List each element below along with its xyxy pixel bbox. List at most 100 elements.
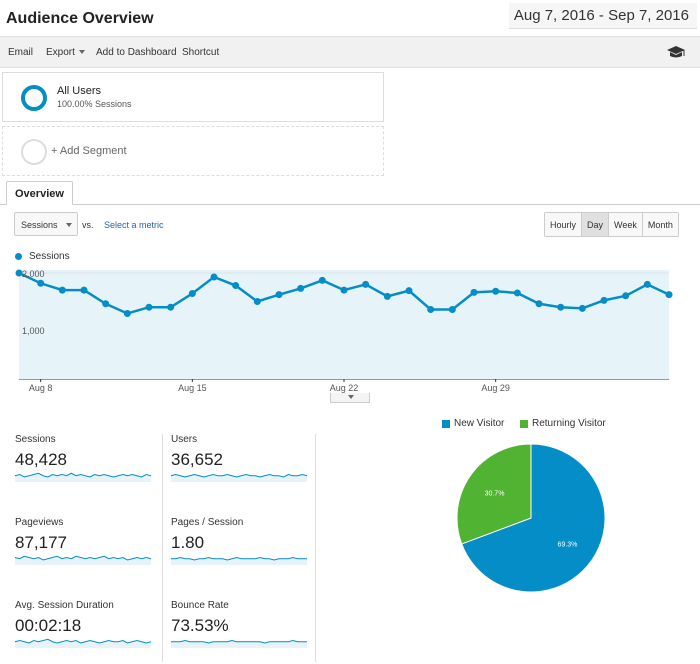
- sessions-data-point[interactable]: [427, 305, 435, 313]
- sparkline: [14, 555, 152, 565]
- sessions-data-point[interactable]: [665, 291, 673, 299]
- select-metric-link[interactable]: Select a metric: [104, 220, 164, 230]
- sessions-data-point[interactable]: [297, 284, 305, 292]
- email-button[interactable]: Email: [8, 47, 34, 58]
- vs-label: vs.: [82, 220, 94, 230]
- stat-pages-session[interactable]: Pages / Session 1.80: [171, 517, 321, 597]
- stat-value: 73.53%: [171, 616, 229, 635]
- granularity-month-button[interactable]: Month: [642, 213, 678, 236]
- sessions-data-point[interactable]: [383, 292, 391, 300]
- stat-bounce-rate[interactable]: Bounce Rate 73.53%: [171, 600, 321, 664]
- sessions-data-point[interactable]: [37, 279, 45, 287]
- legend-label: Returning Visitor: [532, 418, 606, 429]
- stat-label: Sessions: [15, 434, 56, 445]
- stat-sessions[interactable]: Sessions 48,428: [14, 434, 165, 514]
- stat-avg-session-duration[interactable]: Avg. Session Duration 00:02:18: [14, 600, 165, 664]
- sessions-data-point[interactable]: [362, 280, 370, 288]
- stat-value: 48,428: [15, 450, 67, 469]
- legend-label: New Visitor: [454, 418, 505, 429]
- x-tick-label: Aug 15: [178, 383, 207, 393]
- graduation-cap-icon[interactable]: [667, 46, 685, 58]
- shortcut-button[interactable]: Shortcut: [182, 47, 220, 58]
- sessions-data-point[interactable]: [557, 303, 565, 311]
- export-button[interactable]: Export: [46, 47, 85, 58]
- sessions-data-point[interactable]: [232, 282, 240, 290]
- x-tick-label: Aug 8: [29, 383, 53, 393]
- sessions-data-point[interactable]: [102, 300, 110, 308]
- granularity-week-button[interactable]: Week: [609, 213, 643, 236]
- legend-new-visitor[interactable]: New Visitor: [442, 418, 504, 429]
- sessions-area: [19, 273, 669, 379]
- pie-slice[interactable]: [456, 443, 532, 545]
- sessions-data-point[interactable]: [210, 273, 218, 281]
- sparkline-line: [171, 639, 307, 644]
- sessions-data-point[interactable]: [318, 276, 326, 284]
- pie-slice-label: 69.3%: [558, 541, 578, 548]
- sessions-data-point[interactable]: [145, 303, 153, 311]
- sessions-data-point[interactable]: [275, 291, 283, 299]
- sessions-data-point[interactable]: [253, 298, 261, 305]
- segment-all-users[interactable]: All Users 100.00% Sessions: [2, 72, 384, 122]
- sessions-data-point[interactable]: [622, 292, 630, 300]
- sparkline-line: [14, 555, 152, 561]
- empty-ring-icon: [21, 139, 47, 165]
- date-range-picker[interactable]: Aug 7, 2016 - Sep 7, 2016: [508, 3, 697, 29]
- sparkline: [14, 472, 152, 482]
- tab-overview[interactable]: Overview: [6, 181, 73, 205]
- pie-slice-label: 30.7%: [485, 491, 505, 498]
- toolbar: Email Export Add to Dashboard Shortcut: [0, 36, 700, 68]
- sessions-data-point[interactable]: [535, 300, 543, 308]
- sparkline-line: [171, 556, 307, 561]
- sparkline-area: [15, 639, 151, 648]
- sessions-data-point[interactable]: [340, 286, 348, 294]
- sessions-data-point[interactable]: [492, 287, 500, 295]
- sparkline-area: [15, 473, 151, 482]
- stat-label: Pages / Session: [171, 517, 244, 528]
- stat-users[interactable]: Users 36,652: [170, 434, 321, 514]
- pie-slice[interactable]: [461, 443, 606, 593]
- y-tick-label: 2,000: [22, 269, 45, 279]
- sessions-data-point[interactable]: [578, 304, 586, 312]
- sessions-data-point[interactable]: [58, 286, 66, 294]
- sessions-data-point[interactable]: [448, 305, 456, 313]
- sessions-data-point[interactable]: [167, 303, 175, 311]
- stat-pageviews[interactable]: Pageviews 87,177: [14, 517, 165, 597]
- add-to-dashboard-button[interactable]: Add to Dashboard: [96, 47, 177, 58]
- chevron-down-icon: [348, 395, 354, 399]
- sessions-data-point[interactable]: [470, 288, 478, 296]
- sparkline: [170, 473, 308, 482]
- sessions-data-point[interactable]: [405, 287, 413, 295]
- add-segment[interactable]: + Add Segment: [2, 126, 384, 176]
- metric-dropdown[interactable]: Sessions: [14, 212, 78, 236]
- sessions-data-point[interactable]: [188, 290, 196, 298]
- sparkline: [14, 638, 152, 648]
- toolbar-icons: [667, 46, 685, 58]
- add-segment-label: + Add Segment: [51, 145, 127, 157]
- stat-value: 00:02:18: [15, 616, 82, 635]
- stat-label: Pageviews: [15, 517, 64, 528]
- sessions-data-point[interactable]: [80, 286, 88, 294]
- sessions-legend-label[interactable]: Sessions: [29, 251, 70, 262]
- sparkline-line: [14, 638, 152, 644]
- segment-title: All Users: [57, 85, 102, 97]
- sessions-data-point[interactable]: [513, 289, 521, 297]
- sessions-data-point[interactable]: [600, 296, 608, 304]
- tab-divider: [0, 204, 700, 205]
- stat-value: 1.80: [171, 533, 205, 552]
- chevron-down-icon: [66, 223, 72, 227]
- sessions-data-point[interactable]: [15, 269, 23, 277]
- granularity-day-button[interactable]: Day: [582, 213, 610, 236]
- granularity-hourly-button[interactable]: Hourly: [545, 213, 583, 236]
- stat-label: Users: [171, 434, 198, 445]
- legend-swatch: [520, 419, 528, 428]
- legend-returning-visitor[interactable]: Returning Visitor: [520, 418, 606, 429]
- sparkline-area: [171, 474, 307, 482]
- sessions-data-point[interactable]: [123, 309, 131, 317]
- granularity-toggle: Hourly Day Week Month: [544, 212, 679, 237]
- chart-collapse-toggle[interactable]: [330, 393, 370, 403]
- sessions-data-point[interactable]: [643, 280, 651, 288]
- stat-value: 87,177: [15, 533, 67, 552]
- header: Audience Overview Aug 7, 2016 - Sep 7, 2…: [0, 0, 700, 36]
- sessions-legend-dot: [15, 253, 22, 260]
